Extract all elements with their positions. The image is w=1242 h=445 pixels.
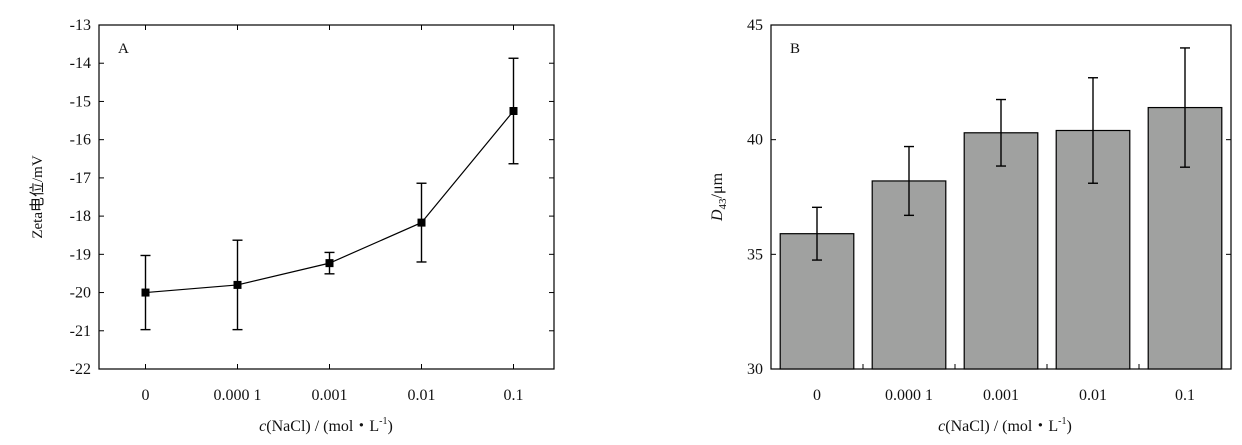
- a-x-tick-label: 0.1: [504, 387, 524, 404]
- chart-b-x-axis-label-text: (NaCl) / (mol・L: [945, 418, 1058, 435]
- a-y-tick-label: -17: [70, 170, 91, 187]
- b-y-tick-label: 45: [747, 17, 763, 34]
- chart-b-x-ticks: 0 0.000 1 0.001 0.01 0.1: [770, 364, 1232, 404]
- chart-a-x-axis-label: c(NaCl) / (mol・L-1): [259, 416, 393, 435]
- a-y-tick-label: -16: [70, 132, 91, 149]
- chart-a-y-ticks: -13 -14 -15 -16 -17 -18 -19 -20 -21 -22: [70, 17, 554, 378]
- chart-a-y-axis-label: Zeta电位/mV: [29, 155, 46, 238]
- a-y-tick-label: -14: [70, 55, 91, 72]
- a-x-tick-label: 0: [142, 387, 150, 404]
- chart-b: B 30 35 40 45 0 0.000 1 0.001 0.01 0.1 D43/μm c…: [709, 17, 1232, 435]
- chart-b-x-axis-label-sup: -1: [1058, 416, 1066, 427]
- chart-b-y-axis-label: D43/μm: [709, 172, 729, 222]
- chart-b-y-axis-label-text: /μm: [709, 172, 726, 198]
- a-y-tick-label: -20: [70, 285, 91, 302]
- a-point: [509, 107, 518, 115]
- a-y-tick-label: -19: [70, 246, 91, 263]
- a-x-tick-label: 0.01: [408, 387, 436, 404]
- chart-a-x-axis-label-end: ): [388, 418, 393, 435]
- chart-b-x-axis-label-italic: c: [938, 418, 945, 435]
- a-x-tick-label: 0.000 1: [214, 387, 262, 404]
- chart-b-marks: [779, 47, 1223, 370]
- chart-a-panel-label: A: [118, 41, 129, 57]
- b-x-tick-label: 0.01: [1079, 387, 1107, 404]
- b-y-tick-label: 30: [747, 361, 763, 378]
- chart-a-x-axis-label-sup: -1: [379, 416, 387, 427]
- a-y-tick-label: -13: [70, 17, 91, 34]
- b-y-tick-label: 40: [747, 132, 763, 149]
- chart-a-x-ticks: 0 0.000 1 0.001 0.01 0.1: [142, 25, 524, 404]
- a-point: [141, 288, 150, 297]
- a-point: [233, 280, 242, 289]
- a-y-tick-label: -21: [70, 323, 91, 340]
- chart-a-marks: [140, 57, 519, 331]
- chart-b-x-axis-label-end: ): [1067, 418, 1072, 435]
- a-point: [417, 218, 426, 227]
- a-y-tick-label: -18: [70, 208, 91, 225]
- a-x-tick-label: 0.001: [312, 387, 348, 404]
- chart-b-y-axis-label-sub: 43: [717, 198, 729, 210]
- a-y-tick-label: -15: [70, 93, 91, 110]
- chart-a-plot-frame: [98, 24, 555, 370]
- b-y-tick-label: 35: [747, 246, 763, 263]
- chart-a-x-axis-label-italic: c: [259, 418, 266, 435]
- b-x-tick-label: 0: [813, 387, 821, 404]
- b-x-tick-label: 0.000 1: [885, 387, 933, 404]
- chart-b-y-ticks: 30 35 40 45: [747, 17, 1231, 378]
- a-y-tick-label: -22: [70, 361, 91, 378]
- chart-b-panel-label: B: [790, 41, 800, 57]
- b-x-tick-label: 0.001: [983, 387, 1019, 404]
- b-bar: [963, 132, 1039, 370]
- a-point: [325, 259, 334, 268]
- chart-b-x-axis-label: c(NaCl) / (mol・L-1): [938, 416, 1072, 435]
- chart-b-y-axis-label-italic: D: [709, 209, 726, 222]
- chart-a: A -13 -14 -15 -16 -17 -18 -19 -20 -21 -22 0 0.000 …: [29, 17, 555, 435]
- chart-a-x-axis-label-text: (NaCl) / (mol・L: [266, 418, 379, 435]
- b-x-tick-label: 0.1: [1175, 387, 1195, 404]
